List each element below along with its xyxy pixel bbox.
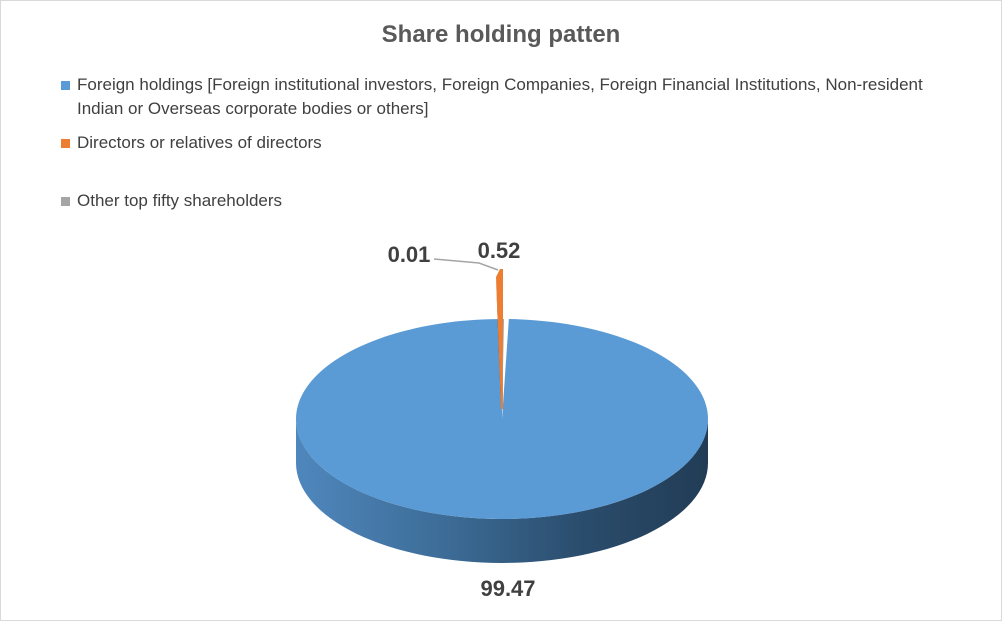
- data-label-foreign-holdings: 99.47: [480, 576, 535, 601]
- legend-item-directors: Directors or relatives of directors: [61, 131, 961, 155]
- data-label-other-shareholders: 0.01: [388, 242, 431, 267]
- legend-swatch-other-shareholders: [61, 197, 70, 206]
- legend-swatch-foreign-holdings: [61, 81, 70, 90]
- pie-slice-directors: [496, 269, 503, 409]
- legend-item-foreign-holdings: Foreign holdings [Foreign institutional …: [61, 73, 961, 121]
- pie-slice-foreign-holdings: [295, 319, 708, 519]
- chart-title: Share holding patten: [381, 21, 621, 48]
- legend-label-other-shareholders: Other top fifty shareholders: [77, 191, 283, 210]
- data-label-directors: 0.52: [478, 238, 521, 263]
- pie-side-foreign-holdings: [296, 419, 708, 563]
- legend-item-other-shareholders: Other top fifty shareholders: [61, 189, 961, 213]
- legend-label-foreign-holdings: Foreign holdings [Foreign institutional …: [77, 75, 923, 118]
- legend-swatch-directors: [61, 139, 70, 148]
- legend-label-directors: Directors or relatives of directors: [77, 133, 322, 152]
- leader-line-other-shareholders: [433, 258, 499, 271]
- pie-slice-other-shareholders: [502, 319, 504, 419]
